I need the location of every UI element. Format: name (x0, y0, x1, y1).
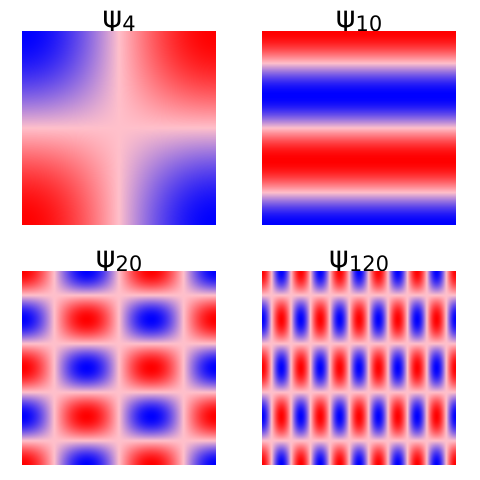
psi-symbol: ψ (102, 0, 123, 35)
psi-symbol: ψ (95, 240, 116, 275)
heatmap-psi-120 (262, 271, 456, 465)
psi-subscript: 4 (122, 12, 136, 36)
panel-title: ψ120 (262, 243, 456, 275)
panel-title: ψ10 (262, 3, 456, 35)
psi-subscript: 10 (355, 12, 383, 36)
psi-subscript: 120 (348, 252, 389, 276)
panel-title: ψ4 (22, 3, 216, 35)
heatmap-psi-20 (22, 271, 216, 465)
psi-symbol: ψ (329, 240, 349, 275)
psi-subscript: 20 (115, 252, 143, 276)
psi-symbol: ψ (335, 0, 356, 35)
heatmap-psi-4 (22, 31, 216, 225)
heatmap-psi-10 (262, 31, 456, 225)
panel-title: ψ20 (22, 243, 216, 275)
